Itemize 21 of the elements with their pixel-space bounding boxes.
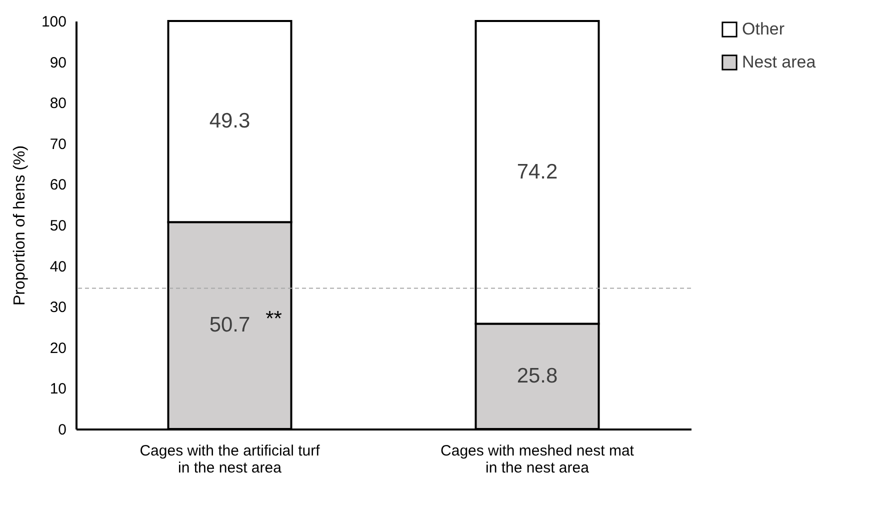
y-tick-label: 20 xyxy=(50,340,66,357)
y-tick-label: 50 xyxy=(50,218,66,234)
legend-label: Nest area xyxy=(742,52,816,72)
x-tick-label: Cages with the artificial turf in the nest area xyxy=(140,442,321,476)
y-axis-title: Proportion of hens (%) xyxy=(11,145,28,306)
y-tick-label: 80 xyxy=(50,95,66,112)
y-tick-label: 60 xyxy=(50,176,66,194)
annotation: ** xyxy=(266,308,282,331)
y-tick-label: 30 xyxy=(50,299,66,316)
data-label: 25.8 xyxy=(516,364,558,388)
y-tick-label: 90 xyxy=(50,54,66,72)
data-label: 50.7 xyxy=(209,314,250,337)
data-label: 74.2 xyxy=(516,160,558,184)
data-label: 49.3 xyxy=(209,110,250,133)
y-tick-label: 0 xyxy=(58,422,66,438)
y-tick-label: 70 xyxy=(50,136,66,153)
legend-label: Other xyxy=(742,20,785,38)
y-tick-label: 10 xyxy=(50,380,66,398)
y-tick-label: 100 xyxy=(41,14,66,30)
x-tick-label: Cages with meshed nest mat in the nest area xyxy=(440,442,635,476)
y-tick-label: 40 xyxy=(50,258,66,276)
